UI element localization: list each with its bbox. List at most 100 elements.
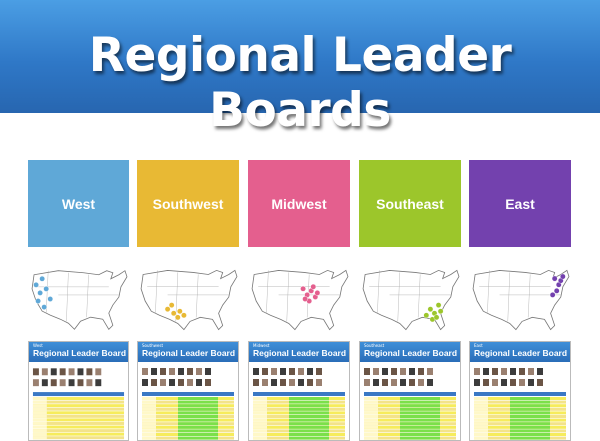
table-cells bbox=[289, 411, 329, 415]
photo bbox=[474, 368, 480, 375]
photo bbox=[178, 368, 184, 375]
table-cells bbox=[400, 425, 440, 429]
name-cell bbox=[474, 436, 488, 440]
name-cell bbox=[474, 418, 488, 422]
name-cell bbox=[142, 418, 156, 422]
table-cells bbox=[289, 425, 329, 429]
name-cell bbox=[32, 421, 47, 425]
photo bbox=[253, 379, 259, 386]
state-line bbox=[507, 272, 511, 322]
us-outline bbox=[472, 269, 570, 331]
thumbnail-label: East bbox=[474, 343, 483, 348]
photo bbox=[41, 368, 48, 376]
thumbnail-body bbox=[364, 368, 456, 440]
name-cell bbox=[32, 397, 47, 401]
region-tile[interactable]: Southwest bbox=[137, 160, 239, 247]
photo bbox=[528, 368, 534, 375]
photo bbox=[205, 368, 211, 375]
leaderboard-thumbnail[interactable]: Southwest Regional Leader Board bbox=[137, 341, 239, 441]
thumbnail-body bbox=[32, 368, 125, 440]
name-cell bbox=[142, 422, 156, 426]
table-cells bbox=[289, 422, 329, 426]
photo bbox=[519, 379, 525, 386]
photo bbox=[178, 379, 184, 386]
region-dot bbox=[437, 308, 444, 315]
photo bbox=[391, 368, 397, 375]
region-dot bbox=[35, 298, 41, 304]
leaderboard-thumbnail[interactable]: West Regional Leader Board bbox=[28, 341, 129, 441]
photo bbox=[483, 379, 489, 386]
region-dot bbox=[314, 290, 321, 296]
table-row bbox=[32, 414, 125, 418]
photo bbox=[142, 379, 148, 386]
table-cells bbox=[289, 433, 329, 436]
table-cells bbox=[510, 433, 550, 436]
photo bbox=[262, 368, 268, 375]
us-outline bbox=[140, 269, 238, 331]
photo bbox=[391, 379, 397, 386]
photo bbox=[196, 368, 202, 375]
photo bbox=[483, 368, 489, 375]
photo bbox=[41, 379, 48, 387]
thumbnail-header: West Regional Leader Board bbox=[29, 342, 128, 362]
photo bbox=[187, 368, 193, 375]
region-dot bbox=[164, 306, 171, 313]
leaderboard-thumbnail[interactable]: Southeast Regional Leader Board bbox=[359, 341, 461, 441]
name-cell bbox=[364, 400, 378, 404]
photo bbox=[160, 368, 166, 375]
photo bbox=[59, 379, 66, 387]
thumbnail-body bbox=[142, 368, 234, 440]
name-cell bbox=[364, 404, 378, 408]
region-dot bbox=[549, 292, 556, 298]
thumbnail-label: West bbox=[33, 343, 43, 348]
photo bbox=[68, 379, 75, 387]
name-cell bbox=[364, 397, 378, 400]
name-cell bbox=[253, 411, 267, 415]
table-row bbox=[32, 397, 125, 401]
region-tile[interactable]: West bbox=[28, 160, 129, 247]
photo bbox=[253, 368, 259, 375]
region-map bbox=[251, 269, 349, 331]
region-map bbox=[140, 269, 238, 331]
name-cell bbox=[474, 407, 488, 411]
photo bbox=[382, 368, 388, 375]
region-dot bbox=[427, 306, 434, 313]
photo bbox=[537, 368, 543, 375]
region-tile[interactable]: Midwest bbox=[248, 160, 350, 247]
table-cells bbox=[289, 400, 329, 404]
name-cell bbox=[364, 411, 378, 415]
table-cells bbox=[510, 436, 550, 440]
table-cells bbox=[510, 397, 550, 400]
name-cell bbox=[142, 411, 156, 415]
region-dot bbox=[302, 296, 308, 302]
name-cell bbox=[253, 429, 267, 433]
photo bbox=[373, 379, 379, 386]
table-cells bbox=[400, 436, 440, 440]
region-dot bbox=[41, 304, 47, 310]
table-cells bbox=[178, 415, 218, 418]
thumbnail-title: Regional Leader Board bbox=[364, 348, 458, 358]
state-line bbox=[66, 272, 69, 322]
region-tile[interactable]: East bbox=[469, 160, 571, 247]
photo bbox=[95, 379, 102, 387]
name-cell bbox=[474, 397, 488, 400]
table-cells bbox=[178, 404, 218, 408]
photo bbox=[418, 379, 424, 386]
table-cells bbox=[510, 407, 550, 411]
table-cells bbox=[178, 400, 218, 404]
photo bbox=[86, 368, 93, 376]
thumbnail-title: Regional Leader Board bbox=[142, 348, 236, 358]
name-cell bbox=[32, 400, 47, 404]
name-cell bbox=[142, 397, 156, 400]
leaderboard-thumbnail[interactable]: East Regional Leader Board bbox=[469, 341, 571, 441]
region-dot bbox=[433, 314, 440, 321]
thumbnail-title: Regional Leader Board bbox=[253, 348, 347, 358]
state-line bbox=[417, 274, 421, 318]
photo bbox=[316, 379, 322, 386]
region-tile[interactable]: Southeast bbox=[359, 160, 461, 247]
photo bbox=[280, 379, 286, 386]
leaderboard-thumbnail[interactable]: Midwest Regional Leader Board bbox=[248, 341, 350, 441]
region-dot bbox=[43, 286, 50, 292]
name-cell bbox=[474, 400, 488, 404]
table-row bbox=[32, 407, 125, 411]
